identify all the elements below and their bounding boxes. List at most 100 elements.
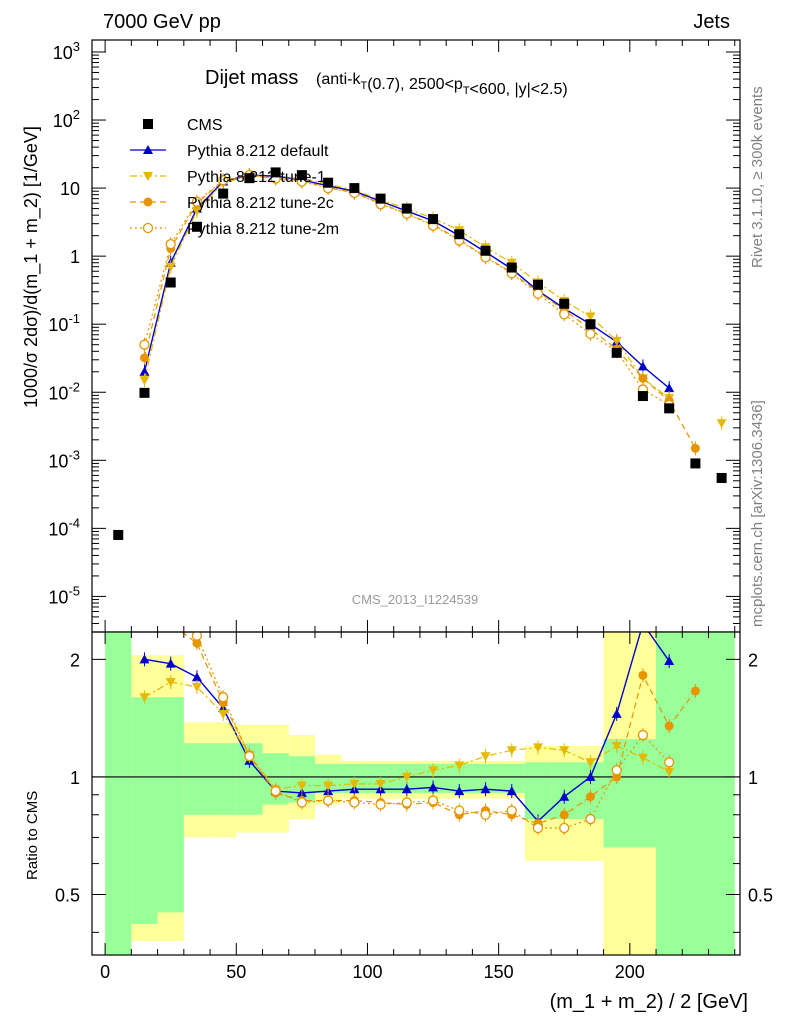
mc-0-point xyxy=(637,361,648,371)
cms-data-point xyxy=(139,387,150,398)
mc-3-point xyxy=(191,196,203,207)
cms-data-point xyxy=(113,529,124,540)
cms-data-point xyxy=(191,221,202,232)
ratio-mc-1-point xyxy=(218,709,229,719)
ratio-mc-3-point xyxy=(532,822,544,834)
mc-3-point xyxy=(139,339,150,350)
mc-3-point xyxy=(218,175,229,186)
ratio-mc-3-point xyxy=(664,757,675,768)
ratio-mc-1-point xyxy=(165,678,176,688)
ratio-y-axis-label: Ratio to CMS xyxy=(24,791,41,880)
ratio-mc-1-point xyxy=(454,761,465,771)
ratio-mc-0-point xyxy=(559,791,570,801)
y-tick-label: 10-5 xyxy=(48,583,80,607)
cms-data-point xyxy=(506,262,517,273)
ratio-mc-3-point xyxy=(480,809,491,820)
mc-3-line xyxy=(143,174,670,406)
ratio-mc-1-point xyxy=(664,767,675,777)
ratio-mc-3-point xyxy=(454,805,465,816)
cms-data-point xyxy=(585,319,596,330)
ratio-frame xyxy=(91,631,741,956)
ratio-panel: 0 50 100 150 200 0.5 0.5 1 1 2 2 xyxy=(55,619,773,982)
ratio-mc-3-point xyxy=(427,795,439,806)
mc-0-point xyxy=(139,366,150,376)
x-tick-label: 200 xyxy=(615,962,645,982)
mcplots-label: mcplots.cern.ch [arXiv:1306.3436] xyxy=(749,400,766,627)
ratio-mc-1-point xyxy=(506,746,517,756)
legend-label: Pythia 8.212 default xyxy=(187,143,329,160)
cms-data-point xyxy=(532,279,543,290)
cms-data-point xyxy=(218,188,229,199)
x-tick-label: 50 xyxy=(226,962,246,982)
ratio-mc-0-point xyxy=(506,786,517,796)
mc-2-point xyxy=(139,353,149,363)
ratio-mc-3-point xyxy=(401,797,412,808)
plot-title-detail: (anti-kT(0.7), 2500<pT<600, |y|<2.5) xyxy=(316,71,568,98)
ratio-mc-1-point xyxy=(401,772,412,782)
legend-item: Pythia 8.212 tune-2m xyxy=(130,221,339,238)
cms-data-point xyxy=(559,298,570,309)
ratio-mc-2-point xyxy=(585,792,595,802)
mc-2-point xyxy=(638,373,648,383)
ratio-mc-3-point xyxy=(191,632,203,641)
cms-data-point xyxy=(664,403,675,414)
ratio-mc-3-point xyxy=(218,692,229,703)
legend-marker xyxy=(143,172,153,181)
cms-data-point xyxy=(690,458,701,469)
green-band xyxy=(656,632,683,955)
ratio-y-tick-label-left: 0.5 xyxy=(55,886,80,906)
ratio-mc-1-point xyxy=(139,693,150,703)
ratio-y-tick-label-right: 2 xyxy=(748,650,758,670)
ratio-mc-2-line xyxy=(180,632,696,825)
mc-1-point xyxy=(716,419,727,429)
ratio-mc-1-point xyxy=(323,781,334,791)
y-tick-label: 1 xyxy=(70,247,80,267)
cms-data-point xyxy=(375,193,386,204)
ratio-mc-1-point xyxy=(585,758,596,768)
legend-marker xyxy=(143,145,153,154)
ratio-mc-2-point xyxy=(638,670,648,680)
ratio-mc-0-point xyxy=(139,654,150,664)
ratio-mc-3-point xyxy=(322,795,334,806)
cms-data-point xyxy=(428,214,439,225)
ratio-mc-3-point xyxy=(140,619,149,628)
ratio-mc-3-series xyxy=(140,619,675,836)
analysis-id: CMS_2013_I1224539 xyxy=(352,592,479,607)
y-tick-label: 103 xyxy=(53,39,80,63)
cms-data-point xyxy=(349,183,360,194)
cms-data-point xyxy=(296,170,307,181)
mc-3-point xyxy=(585,328,596,340)
ratio-y-tick-label-right: 1 xyxy=(748,768,758,788)
ratio-mc-0-point xyxy=(638,619,648,628)
y-tick-label: 102 xyxy=(53,107,80,131)
green-band xyxy=(157,697,184,913)
mc-2-point xyxy=(690,443,700,453)
ratio-mc-1-point xyxy=(375,779,386,789)
plot-title: Dijet mass xyxy=(205,67,298,89)
ratio-mc-0-point xyxy=(191,672,202,682)
ratio-mc-3-point xyxy=(296,797,308,808)
y-tick-label: 10-1 xyxy=(48,311,80,335)
ratio-mc-1-point xyxy=(559,746,570,756)
ratio-y-tick-label-left: 1 xyxy=(70,768,80,788)
cms-data-point xyxy=(480,245,491,256)
x-tick-label: 150 xyxy=(484,962,514,982)
cms-data-point xyxy=(323,177,334,188)
green-band xyxy=(210,743,237,815)
mc-1-point xyxy=(191,207,202,217)
mc-3-point xyxy=(165,239,176,250)
ratio-mc-3-point xyxy=(506,805,517,816)
ratio-mc-2-point xyxy=(140,619,149,628)
mc-3-point xyxy=(532,288,544,299)
mc-1-point xyxy=(585,312,596,322)
legend-item: CMS xyxy=(143,117,223,134)
ratio-mc-1-point xyxy=(480,752,491,762)
y-tick-label: 10-3 xyxy=(48,447,80,471)
y-tick-label: 10 xyxy=(60,179,80,199)
legend-label: Pythia 8.212 tune-2m xyxy=(187,221,339,238)
x-tick-label: 100 xyxy=(352,962,382,982)
y-tick-label: 10-4 xyxy=(48,515,80,539)
header-left: 7000 GeV pp xyxy=(103,11,221,33)
legend: CMS Pythia 8.212 default Pythia 8.212 tune… xyxy=(130,117,339,238)
